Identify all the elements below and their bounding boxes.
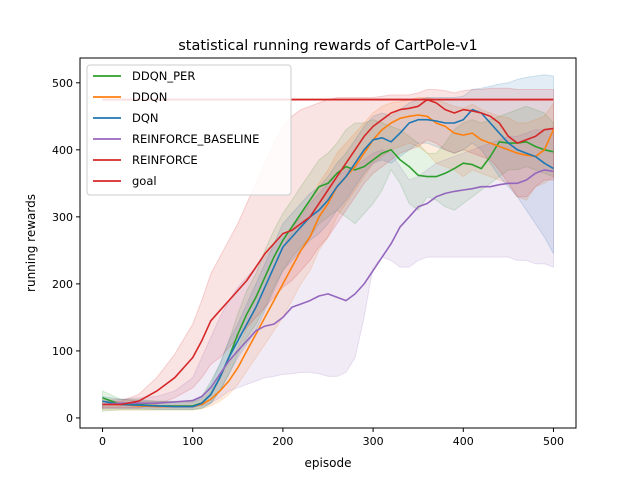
band-dqn: [102, 74, 554, 410]
y-axis-label: running rewards: [24, 194, 38, 292]
x-tick-label: 0: [99, 435, 106, 448]
series-lines: [102, 98, 555, 408]
y-tick-label: 400: [52, 144, 73, 157]
x-tick-label: 400: [453, 435, 474, 448]
line-reinforce-baseline: [102, 169, 554, 406]
legend-label-ddqn: DDQN: [132, 90, 167, 104]
line-dqn: [102, 108, 554, 408]
x-axis-label: episode: [305, 456, 352, 470]
legend-box: [86, 64, 292, 196]
y-tick-label: 0: [66, 412, 73, 425]
y-tick-label: 200: [52, 278, 73, 291]
line-ddqn: [102, 114, 555, 408]
legend: DDQN_PER DDQN DQN REINFORCE_BASELINE REINFOR…: [86, 64, 292, 196]
line-reinforce: [102, 98, 554, 406]
x-tick-label: 100: [182, 435, 203, 448]
band-ddqn: [102, 97, 554, 411]
legend-label-reinforce-baseline: REINFORCE_BASELINE: [132, 132, 259, 146]
band-reinforce-baseline: [102, 129, 554, 409]
legend-label-ddqn-per: DDQN_PER: [132, 69, 195, 83]
x-tick-label: 500: [543, 435, 564, 448]
x-tick-label: 200: [272, 435, 293, 448]
y-axis-ticks: 0 100 200 300 400 500: [52, 77, 80, 425]
plot-frame: [79, 57, 577, 429]
x-tick-label: 300: [363, 435, 384, 448]
y-tick-label: 300: [52, 211, 73, 224]
band-ddqn-per: [102, 105, 554, 412]
legend-label-goal: goal: [132, 174, 157, 188]
confidence-bands: [102, 74, 554, 412]
y-tick-label: 500: [52, 77, 73, 90]
y-tick-label: 100: [52, 345, 73, 358]
legend-label-reinforce: REINFORCE: [132, 153, 198, 167]
x-axis-ticks: 0 100 200 300 400 500: [99, 428, 564, 448]
chart-title: statistical running rewards of CartPole-…: [178, 38, 478, 54]
legend-label-dqn: DQN: [132, 111, 159, 125]
